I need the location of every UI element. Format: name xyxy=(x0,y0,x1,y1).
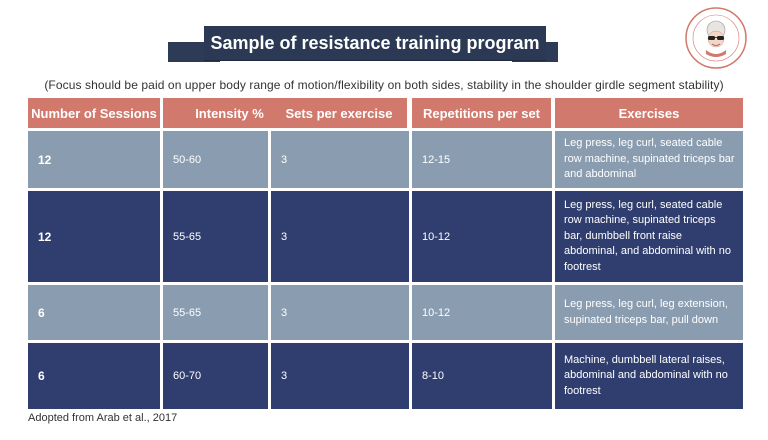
header-exercises: Exercises xyxy=(555,98,743,128)
header-sessions: Number of Sessions xyxy=(28,98,160,128)
cell-intensity: 55-65 xyxy=(163,191,268,282)
cell-reps: 8-10 xyxy=(412,343,552,409)
cell-sessions: 6 xyxy=(28,285,160,340)
cell-intensity: 50-60 xyxy=(163,131,268,188)
cell-exercises: Leg press, leg curl, seated cable row ma… xyxy=(555,191,743,282)
cell-reps: 12-15 xyxy=(412,131,552,188)
cell-reps: 10-12 xyxy=(412,285,552,340)
cell-intensity: 60-70 xyxy=(163,343,268,409)
cell-intensity: 55-65 xyxy=(163,285,268,340)
cell-sets: 3 xyxy=(271,285,409,340)
page-title: Sample of resistance training program xyxy=(204,26,546,60)
cell-sets: 3 xyxy=(271,131,409,188)
cell-sets: 3 xyxy=(271,343,409,409)
cell-sessions: 12 xyxy=(28,131,160,188)
cell-exercises: Machine, dumbbell lateral raises, abdomi… xyxy=(555,343,743,409)
cell-reps: 10-12 xyxy=(412,191,552,282)
header-reps: Repetitions per set xyxy=(412,98,551,128)
grandma-logo-icon xyxy=(685,7,747,69)
cell-sets: 3 xyxy=(271,191,409,282)
cell-sessions: 6 xyxy=(28,343,160,409)
subtitle-note: (Focus should be paid on upper body rang… xyxy=(44,78,724,92)
header-sets: Sets per exercise xyxy=(271,98,407,128)
cell-sessions: 12 xyxy=(28,191,160,282)
source-citation: Adopted from Arab et al., 2017 xyxy=(28,412,178,424)
cell-exercises: Leg press, leg curl, leg extension, supi… xyxy=(555,285,743,340)
title-banner: Sample of resistance training program xyxy=(168,26,558,62)
cell-exercises: Leg press, leg curl, seated cable row ma… xyxy=(555,131,743,188)
